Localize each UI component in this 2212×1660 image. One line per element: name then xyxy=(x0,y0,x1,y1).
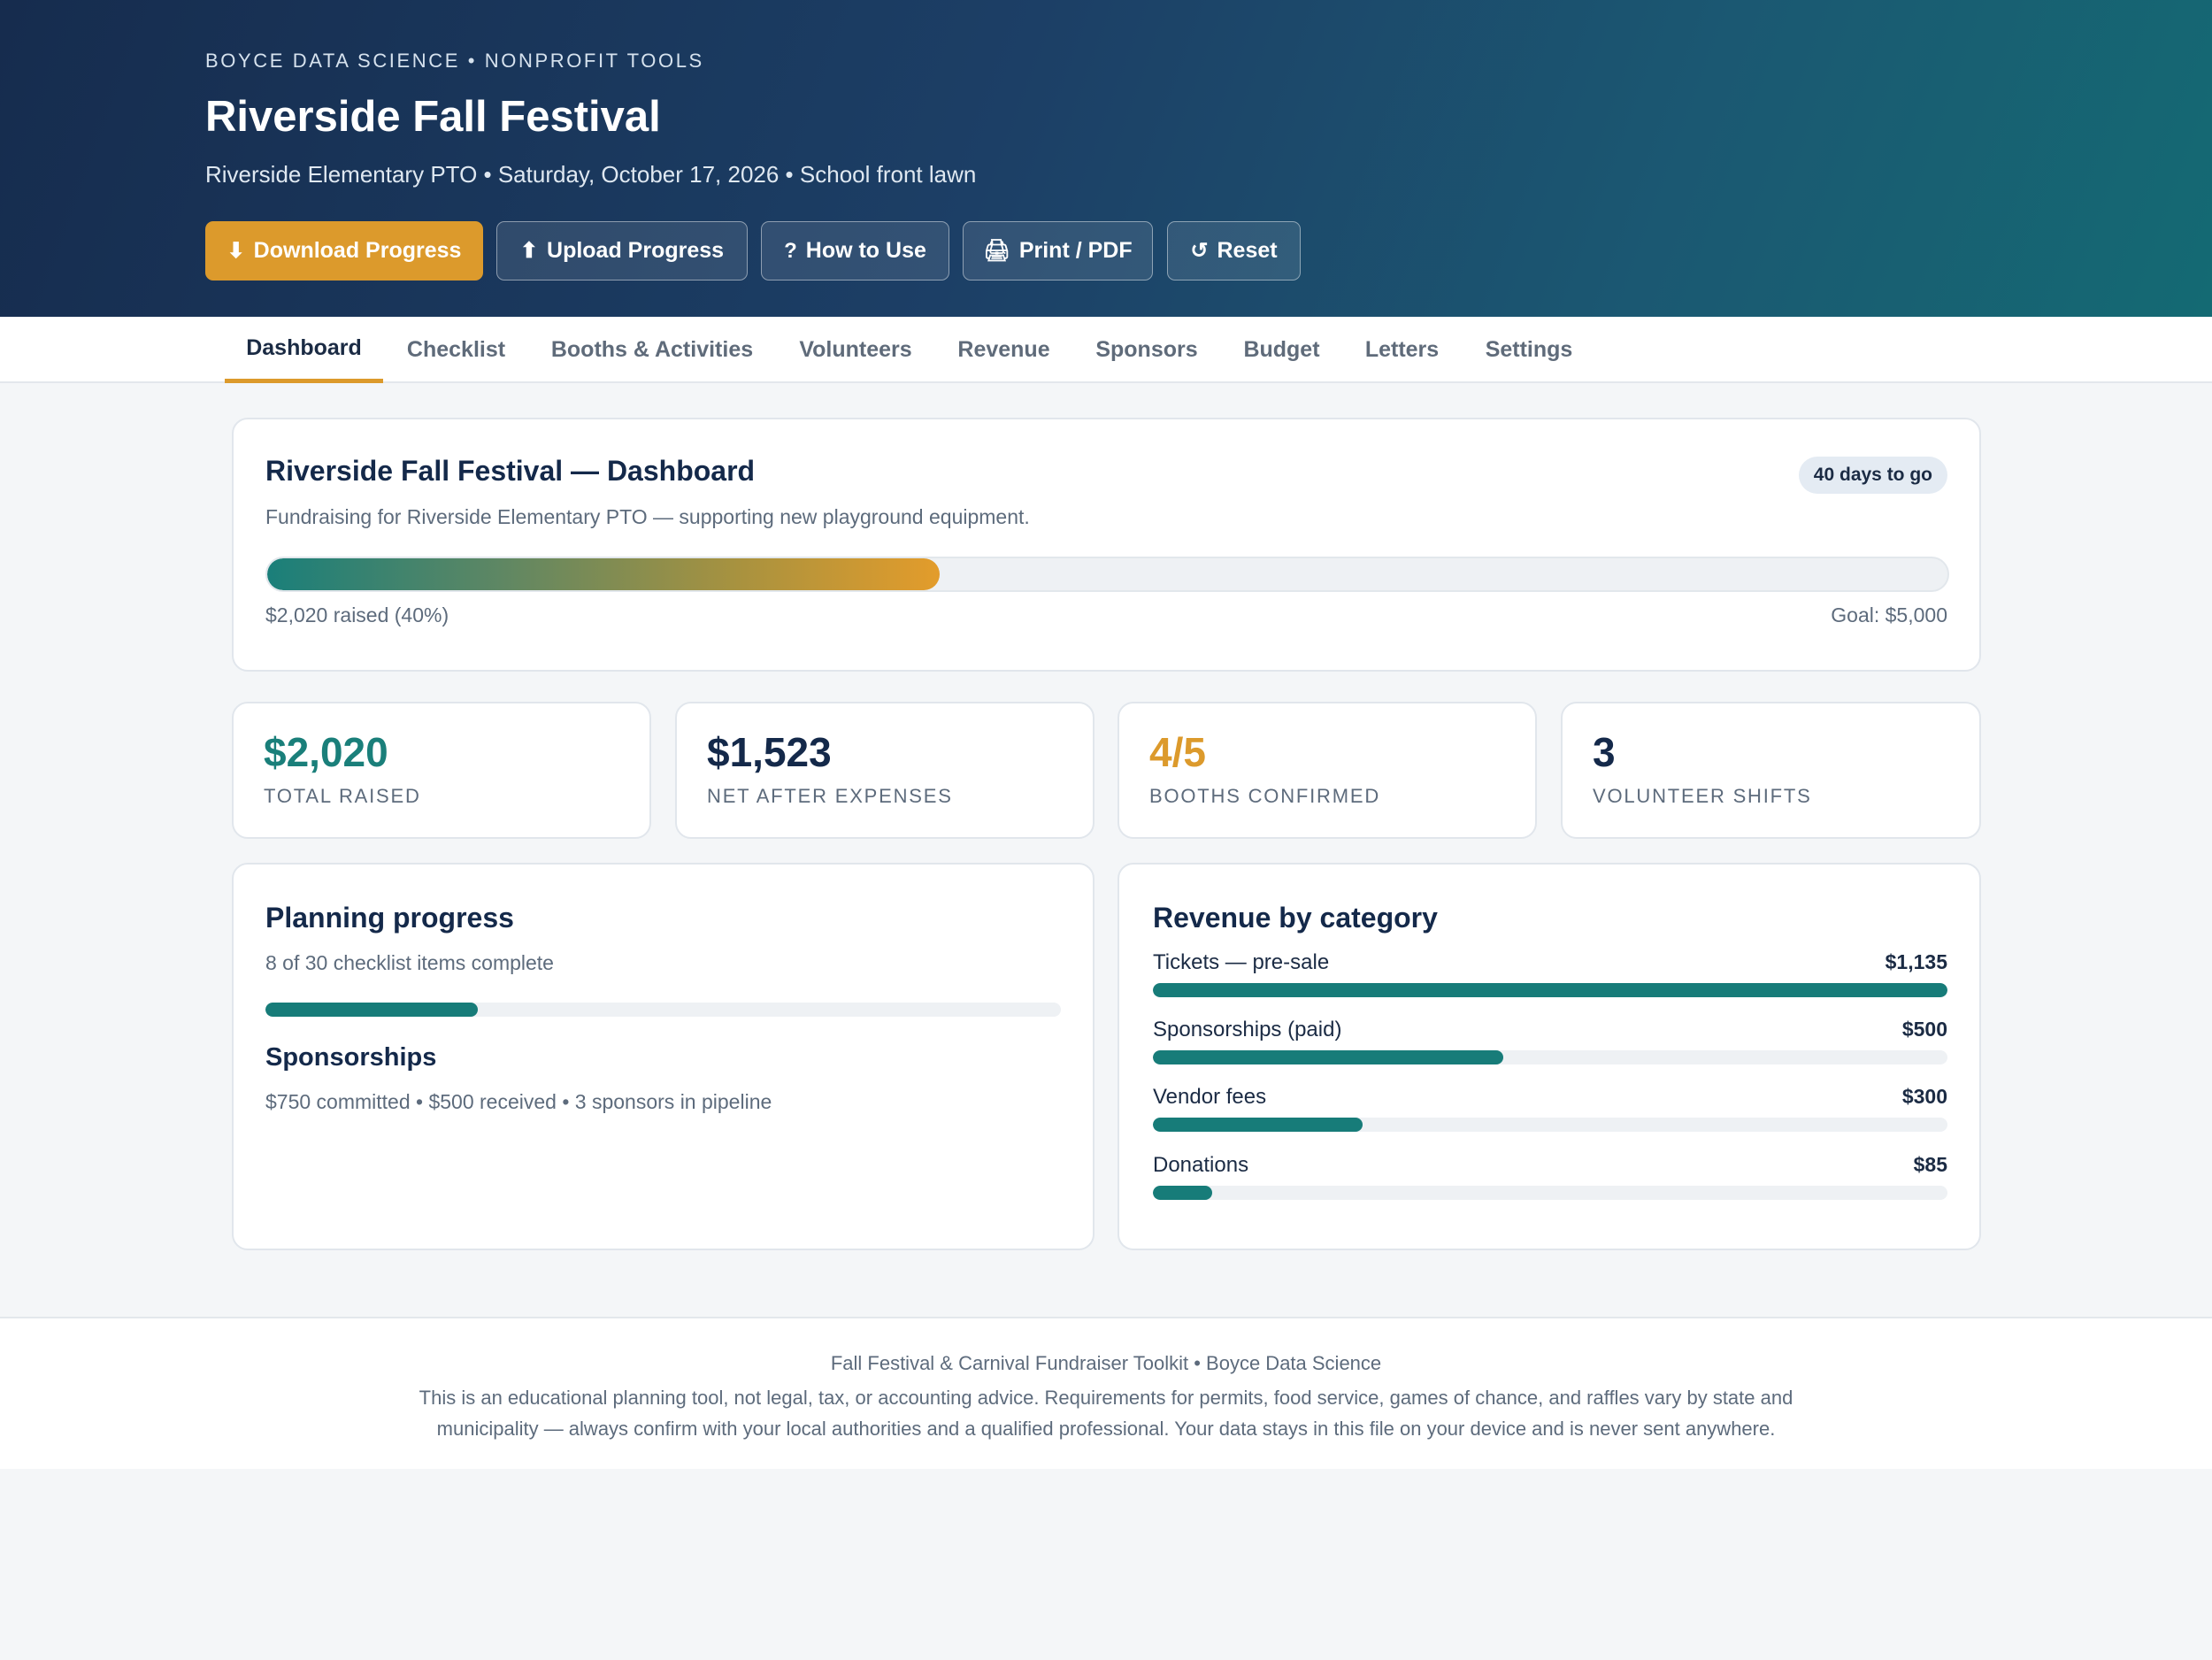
stat-card-total-raised: $2,020 TOTAL RAISED xyxy=(232,702,651,839)
raised-amount: $2,020 raised (40%) xyxy=(265,603,449,626)
tab-letters[interactable]: Letters xyxy=(1364,337,1440,362)
revenue-category-name: Donations xyxy=(1153,1153,1249,1177)
app-header: BOYCE DATA SCIENCE • NONPROFIT TOOLS Riv… xyxy=(0,0,2212,317)
org-label: BOYCE DATA SCIENCE • NONPROFIT TOOLS xyxy=(205,50,704,72)
tab-booths-activities[interactable]: Booths & Activities xyxy=(550,337,754,362)
tab-volunteers[interactable]: Volunteers xyxy=(799,337,912,362)
how-to-use-button[interactable]: ? How to Use xyxy=(761,221,949,281)
revenue-category-value: $300 xyxy=(1901,1085,1947,1108)
revenue-row: Sponsorships (paid) $500 xyxy=(1153,1018,1947,1074)
help-icon: ? xyxy=(784,238,797,263)
upload-progress-button[interactable]: ⬆ Upload Progress xyxy=(496,221,748,281)
reset-icon: ↺ xyxy=(1190,239,1209,263)
revenue-category-bar xyxy=(1153,1050,1947,1064)
stat-value: $1,523 xyxy=(707,729,832,775)
revenue-category-value: $85 xyxy=(1913,1153,1947,1176)
revenue-category-name: Tickets — pre-sale xyxy=(1153,950,1330,974)
reset-button[interactable]: ↺ Reset xyxy=(1167,221,1301,281)
revenue-row: Vendor fees $300 xyxy=(1153,1085,1947,1141)
page-footer: Fall Festival & Carnival Fundraiser Tool… xyxy=(0,1317,2212,1469)
stat-label: NET AFTER EXPENSES xyxy=(707,785,953,807)
fundraising-progress-fill xyxy=(267,558,940,590)
printer-icon: 🖨 xyxy=(983,239,1010,263)
countdown-badge: 40 days to go xyxy=(1798,457,1947,494)
download-progress-label: Download Progress xyxy=(253,238,462,263)
revenue-by-category-card: Revenue by category Tickets — pre-sale $… xyxy=(1118,863,1981,1250)
stat-card-net: $1,523 NET AFTER EXPENSES xyxy=(675,702,1094,839)
revenue-row: Tickets — pre-sale $1,135 xyxy=(1153,950,1947,1007)
stat-value: 3 xyxy=(1593,729,1616,775)
checklist-progress-bar xyxy=(265,1003,1061,1017)
download-progress-button[interactable]: ⬇ Download Progress xyxy=(205,221,483,281)
print-pdf-button[interactable]: 🖨 Print / PDF xyxy=(963,221,1153,281)
dashboard-title: Riverside Fall Festival — Dashboard xyxy=(265,455,756,487)
fundraising-description: Fundraising for Riverside Elementary PTO… xyxy=(265,505,1030,528)
tab-sponsors[interactable]: Sponsors xyxy=(1095,337,1198,362)
upload-icon: ⬆ xyxy=(519,239,539,263)
planning-title: Planning progress xyxy=(265,902,514,934)
revenue-category-fill xyxy=(1153,983,1947,997)
revenue-category-bar xyxy=(1153,983,1947,997)
revenue-category-fill xyxy=(1153,1118,1363,1132)
revenue-category-name: Sponsorships (paid) xyxy=(1153,1018,1342,1041)
event-subtitle: Riverside Elementary PTO • Saturday, Oct… xyxy=(205,161,977,188)
tab-revenue[interactable]: Revenue xyxy=(957,337,1050,362)
revenue-category-fill xyxy=(1153,1186,1213,1200)
footer-disclaimer: This is an educational planning tool, no… xyxy=(419,1387,1793,1440)
stat-label: VOLUNTEER SHIFTS xyxy=(1593,785,1812,807)
tab-dashboard[interactable]: Dashboard xyxy=(225,317,383,383)
stat-label: TOTAL RAISED xyxy=(264,785,421,807)
revenue-row: Donations $85 xyxy=(1153,1153,1947,1210)
tab-settings[interactable]: Settings xyxy=(1485,337,1573,362)
stat-value: $2,020 xyxy=(264,729,388,775)
revenue-category-name: Vendor fees xyxy=(1153,1085,1267,1109)
page-title: Riverside Fall Festival xyxy=(205,93,661,141)
checklist-progress-fill xyxy=(265,1003,478,1017)
revenue-category-value: $500 xyxy=(1901,1018,1947,1041)
reset-label: Reset xyxy=(1217,238,1278,263)
revenue-category-bar xyxy=(1153,1118,1947,1132)
stat-label: BOOTHS CONFIRMED xyxy=(1149,785,1381,807)
revenue-category-fill xyxy=(1153,1050,1503,1064)
download-icon: ⬇ xyxy=(227,239,245,263)
how-to-use-label: How to Use xyxy=(805,238,926,263)
tab-budget[interactable]: Budget xyxy=(1243,337,1320,362)
upload-progress-label: Upload Progress xyxy=(547,238,725,263)
tab-checklist[interactable]: Checklist xyxy=(406,337,506,362)
checklist-summary: 8 of 30 checklist items complete xyxy=(265,951,554,974)
revenue-category-value: $1,135 xyxy=(1885,950,1947,973)
print-pdf-label: Print / PDF xyxy=(1018,238,1133,263)
sponsorships-heading: Sponsorships xyxy=(265,1043,437,1072)
stat-value: 4/5 xyxy=(1149,729,1206,775)
planning-progress-card: Planning progress 8 of 30 checklist item… xyxy=(232,863,1094,1250)
stat-card-volunteer-shifts: 3 VOLUNTEER SHIFTS xyxy=(1561,702,1981,839)
goal-amount: Goal: $5,000 xyxy=(1831,603,1947,626)
stat-card-booths: 4/5 BOOTHS CONFIRMED xyxy=(1118,702,1537,839)
fundraising-progress-bar xyxy=(265,557,1949,592)
tab-bar: Dashboard Checklist Booths & Activities … xyxy=(0,317,2212,383)
sponsorships-summary: $750 committed • $500 received • 3 spons… xyxy=(265,1090,772,1113)
revenue-category-bar xyxy=(1153,1186,1947,1200)
revenue-title: Revenue by category xyxy=(1153,902,1438,934)
footer-credit: Fall Festival & Carnival Fundraiser Tool… xyxy=(830,1352,1382,1374)
dashboard-overview-card: Riverside Fall Festival — Dashboard 40 d… xyxy=(232,418,1981,672)
